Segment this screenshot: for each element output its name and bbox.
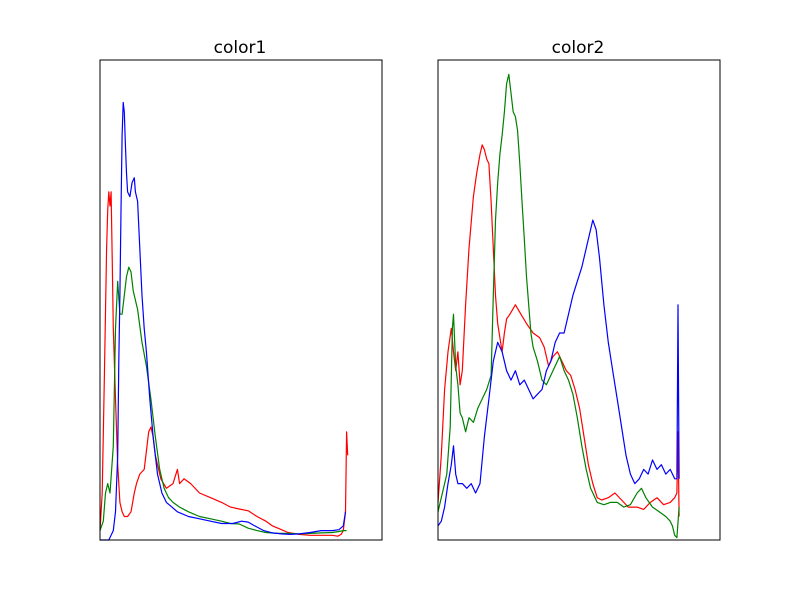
series-line-blue-color2 [437,219,680,527]
series-line-green-color1 [99,266,347,535]
series-group-color1 [99,101,349,541]
series-line-green-color2 [437,73,680,539]
chart-title-color1: color1 [214,38,267,58]
chart-title-color2: color2 [552,38,605,58]
chart-panel-color2: color2 [437,38,721,541]
plot-frame-color2 [437,59,721,541]
series-line-red-color1 [99,191,349,537]
series-line-blue-color1 [100,101,347,541]
series-group-color2 [437,73,680,539]
chart-panel-color1: color1 [99,38,383,541]
plot-frame-color1 [99,59,383,541]
series-line-red-color2 [437,144,680,517]
